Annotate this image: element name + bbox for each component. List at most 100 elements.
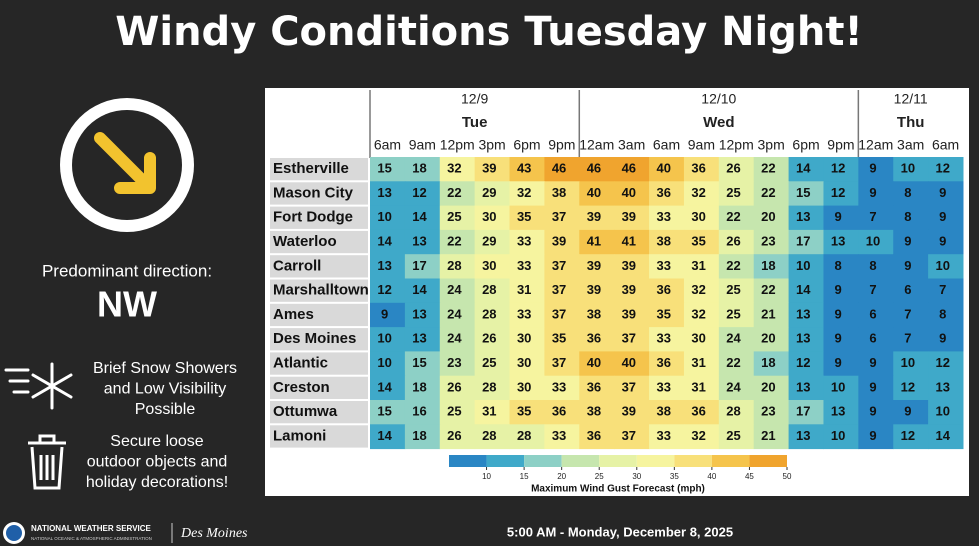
gust-cell xyxy=(649,351,685,377)
gust-cell xyxy=(649,327,685,352)
gust-value: 13 xyxy=(796,209,810,224)
gust-cell xyxy=(788,157,824,182)
gust-cell xyxy=(928,351,964,377)
gust-value: 12 xyxy=(901,428,915,443)
gust-value: 30 xyxy=(517,355,531,370)
gust-cell xyxy=(579,254,615,279)
gust-cell xyxy=(928,181,964,207)
gust-cell xyxy=(579,302,615,328)
gust-cell xyxy=(718,351,755,377)
gust-cell xyxy=(718,157,755,182)
gust-cell xyxy=(858,278,894,304)
legend-tick-label: 15 xyxy=(520,472,529,481)
gust-cell xyxy=(893,254,929,279)
gust-cell xyxy=(753,375,790,401)
gust-value: 7 xyxy=(904,331,911,346)
gust-value: 36 xyxy=(656,355,670,370)
direction-value: NW xyxy=(97,284,157,325)
gust-value: 33 xyxy=(656,379,670,394)
gust-cell xyxy=(544,400,580,425)
gust-cell xyxy=(370,254,406,279)
row-name: Ottumwa xyxy=(273,403,338,420)
gust-cell xyxy=(404,157,441,182)
legend-swatch xyxy=(711,455,750,467)
gust-cell xyxy=(439,424,476,450)
gust-value: 37 xyxy=(552,209,566,224)
gust-value: 9 xyxy=(835,282,842,297)
gust-value: 10 xyxy=(796,258,810,273)
legend-tick-label: 45 xyxy=(745,472,754,481)
gust-value: 10 xyxy=(901,161,915,176)
gust-value: 9 xyxy=(835,331,842,346)
gust-value: 12 xyxy=(831,185,845,200)
gust-value: 39 xyxy=(482,161,496,176)
gust-cell xyxy=(439,181,476,207)
gust-value: 28 xyxy=(517,428,531,443)
gust-value: 26 xyxy=(447,379,461,394)
gust-value: 33 xyxy=(656,331,670,346)
gust-value: 40 xyxy=(587,355,601,370)
gust-value: 30 xyxy=(691,209,705,224)
day-header: Thu xyxy=(897,114,925,131)
gust-value: 25 xyxy=(726,282,740,297)
gust-value: 14 xyxy=(796,161,811,176)
gust-value: 31 xyxy=(691,355,705,370)
agency: NATIONAL WEATHER SERVICE xyxy=(31,524,152,533)
gust-cell xyxy=(509,254,545,279)
gust-value: 13 xyxy=(936,379,950,394)
gust-value: 8 xyxy=(904,209,911,224)
gust-value: 46 xyxy=(552,161,566,176)
gust-cell xyxy=(683,205,720,231)
legend-tick-label: 50 xyxy=(783,472,792,481)
gust-value: 36 xyxy=(691,161,705,176)
gust-value: 12 xyxy=(412,185,426,200)
gust-cell xyxy=(928,205,964,231)
gust-cell xyxy=(893,327,929,352)
gust-value: 22 xyxy=(761,161,775,176)
gust-cell xyxy=(649,302,685,328)
gust-cell xyxy=(718,327,755,352)
gust-cell xyxy=(788,229,824,255)
gust-cell xyxy=(404,302,441,328)
gust-value: 37 xyxy=(552,355,566,370)
gust-cell xyxy=(928,302,964,328)
issued-time: 5:00 AM - Monday, December 8, 2025 xyxy=(507,524,733,539)
gust-value: 33 xyxy=(517,306,531,321)
gust-cell xyxy=(683,302,720,328)
gust-cell xyxy=(439,229,476,255)
gust-cell xyxy=(474,181,511,207)
date-header: 12/10 xyxy=(701,91,736,107)
gust-cell xyxy=(474,327,511,352)
gust-value: 25 xyxy=(726,185,740,200)
gust-cell xyxy=(858,351,894,377)
gust-value: 14 xyxy=(377,233,392,248)
day-header: Wed xyxy=(703,114,734,131)
row-name: Marshalltown xyxy=(273,282,369,299)
gust-cell xyxy=(928,229,964,255)
gust-cell xyxy=(509,205,545,231)
gust-cell xyxy=(683,424,720,450)
gust-value: 40 xyxy=(587,185,601,200)
gust-value: 22 xyxy=(726,258,740,273)
gust-value: 14 xyxy=(936,428,951,443)
day-header: Tue xyxy=(462,114,488,131)
gust-cell xyxy=(509,327,545,352)
gust-value: 17 xyxy=(412,258,426,273)
gust-value: 15 xyxy=(796,185,810,200)
gust-cell xyxy=(474,205,511,231)
gust-value: 17 xyxy=(796,404,810,419)
gust-value: 38 xyxy=(656,404,670,419)
row-name: Mason City xyxy=(273,184,354,201)
row-name: Fort Dodge xyxy=(273,209,353,226)
gust-cell xyxy=(893,424,929,450)
gust-cell xyxy=(823,278,859,304)
legend-tick-label: 10 xyxy=(482,472,491,481)
gust-cell xyxy=(614,181,650,207)
gust-value: 24 xyxy=(726,331,741,346)
gust-value: 9 xyxy=(869,404,876,419)
legend-swatch xyxy=(674,455,712,467)
gust-cell xyxy=(370,302,406,328)
gust-value: 30 xyxy=(517,379,531,394)
row-name-bg xyxy=(270,303,368,327)
gust-value: 37 xyxy=(552,282,566,297)
